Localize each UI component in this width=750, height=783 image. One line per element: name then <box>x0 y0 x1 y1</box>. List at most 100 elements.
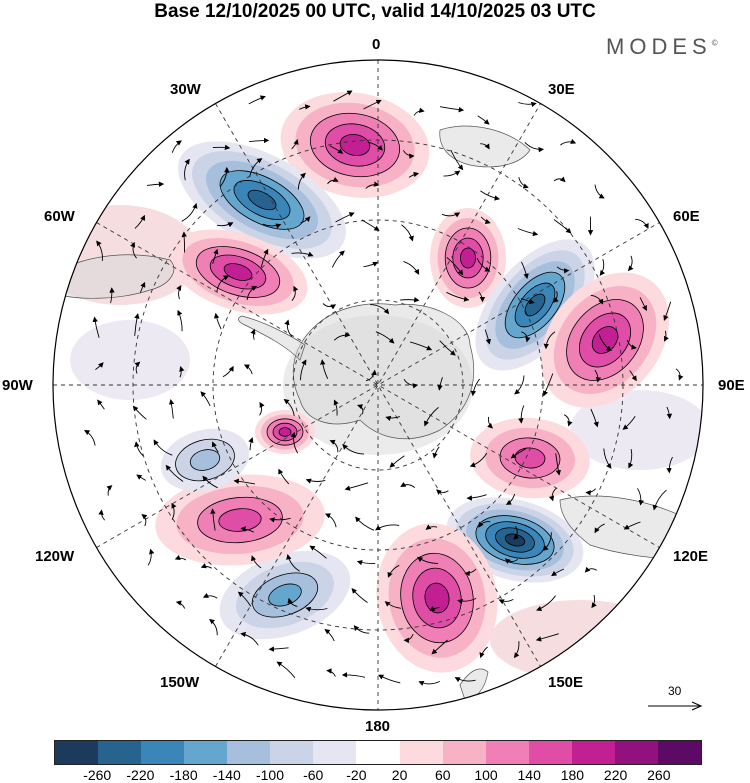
wind-arrow <box>200 391 211 407</box>
wind-arrow <box>377 674 401 684</box>
map-border <box>52 59 704 711</box>
wind-arrow <box>210 508 216 531</box>
wind-arrow <box>560 138 577 146</box>
wind-arrow <box>134 361 141 374</box>
wind-arrow <box>518 405 525 424</box>
wind-arrow <box>594 523 605 534</box>
wind-arrow <box>284 319 293 338</box>
negative-anomaly-150W <box>219 550 351 640</box>
wind-arrow <box>409 341 433 351</box>
colorbar-swatch <box>485 741 529 764</box>
colorbar-tick-label: 60 <box>435 767 451 783</box>
wind-arrow <box>553 219 572 234</box>
wind-arrow <box>385 415 401 421</box>
wind-arrow <box>269 517 291 523</box>
wind-arrow <box>213 312 222 330</box>
wind-arrow <box>543 373 554 397</box>
wind-arrow <box>291 251 314 257</box>
wind-arrow <box>623 521 641 530</box>
wind-arrow <box>249 158 263 177</box>
positive-anomaly-0E <box>280 92 430 198</box>
wind-arrow <box>504 558 518 564</box>
wind-arrow <box>425 524 438 530</box>
wind-arrow <box>98 509 106 521</box>
wind-arrow <box>477 115 490 125</box>
wind-arrow <box>335 212 355 223</box>
colorbar <box>54 740 702 765</box>
wind-arrow <box>626 339 637 350</box>
wind-arrow <box>153 439 173 456</box>
positive-anomaly-165E-level <box>424 582 450 614</box>
lon-label-30w: 30W <box>170 81 201 98</box>
colorbar-swatch <box>313 741 357 764</box>
map-title: Base 12/10/2025 00 UTC, valid 14/10/2025… <box>154 1 596 22</box>
wind-arrow <box>341 672 366 678</box>
colorbar-swatch <box>442 741 486 764</box>
wind-arrow <box>97 399 105 410</box>
wind-arrow <box>147 548 155 566</box>
wind-arrow <box>96 240 103 261</box>
lon-label-90e: 90E <box>718 377 745 394</box>
positive-anomaly-60W-level <box>223 263 253 281</box>
wind-arrow <box>287 597 298 607</box>
wind-arrow <box>237 591 252 607</box>
background-shading <box>70 320 190 400</box>
wind-arrow <box>389 455 405 468</box>
wind-arrow <box>431 639 448 655</box>
colorbar-tick-label: 180 <box>560 767 585 783</box>
wind-arrow <box>639 297 647 311</box>
positive-anomaly-105E <box>470 417 590 499</box>
wind-arrow <box>246 285 258 300</box>
wind-arrow <box>248 437 254 451</box>
wind-arrow <box>283 398 295 417</box>
wind-arrow <box>454 677 476 683</box>
wind-arrow <box>136 474 146 481</box>
wind-arrow <box>480 216 491 225</box>
wind-arrow <box>627 255 634 272</box>
negative-anomaly-150W-level <box>268 583 302 607</box>
wind-arrow <box>584 566 598 573</box>
wind-arrow <box>298 104 311 110</box>
colorbar-swatch <box>528 741 572 764</box>
wind-arrow <box>95 362 104 370</box>
wind-arrow <box>551 568 565 577</box>
wind-arrow <box>413 107 425 116</box>
wind-arrow <box>212 248 219 264</box>
wind-arrow <box>134 214 145 229</box>
wind-arrow <box>478 291 486 303</box>
wind-arrow <box>524 141 544 153</box>
positive-anomaly-20E <box>430 208 506 308</box>
colorbar-swatch <box>657 741 701 764</box>
wind-arrow <box>437 377 443 391</box>
wind-arrow <box>470 378 481 397</box>
wind-arrow <box>536 595 556 612</box>
wind-arrow <box>367 141 383 151</box>
wind-arrow <box>505 493 516 505</box>
wind-arrow <box>548 487 557 502</box>
wind-arrow <box>652 489 667 511</box>
lon-label-150e: 150E <box>548 674 584 691</box>
wind-arrow <box>146 181 165 187</box>
wind-arrow <box>520 261 529 280</box>
colorbar-tick-label: -180 <box>169 767 198 783</box>
wind-arrow <box>132 405 147 420</box>
brand-logo: MODES© <box>606 34 718 60</box>
wind-arrow <box>466 494 487 501</box>
wind-arrow <box>222 365 234 378</box>
wind-arrow <box>599 258 606 276</box>
reference-vector-label: 30 <box>668 684 682 698</box>
lon-label-60e: 60E <box>673 208 700 225</box>
wind-arrow <box>134 313 140 336</box>
wind-arrow <box>233 478 255 485</box>
wind-arrow <box>181 231 187 253</box>
colorbar-swatch <box>184 741 228 764</box>
wind-arrow <box>333 90 353 102</box>
wind-arrow <box>598 334 612 352</box>
lon-label-0: 0 <box>372 36 381 53</box>
wind-arrow <box>464 568 477 577</box>
wind-arrow <box>400 481 416 488</box>
wind-arrow <box>594 184 605 199</box>
wind-arrow <box>329 439 339 453</box>
reference-vector-arrow <box>648 701 703 711</box>
colorbar-swatch <box>270 741 314 764</box>
